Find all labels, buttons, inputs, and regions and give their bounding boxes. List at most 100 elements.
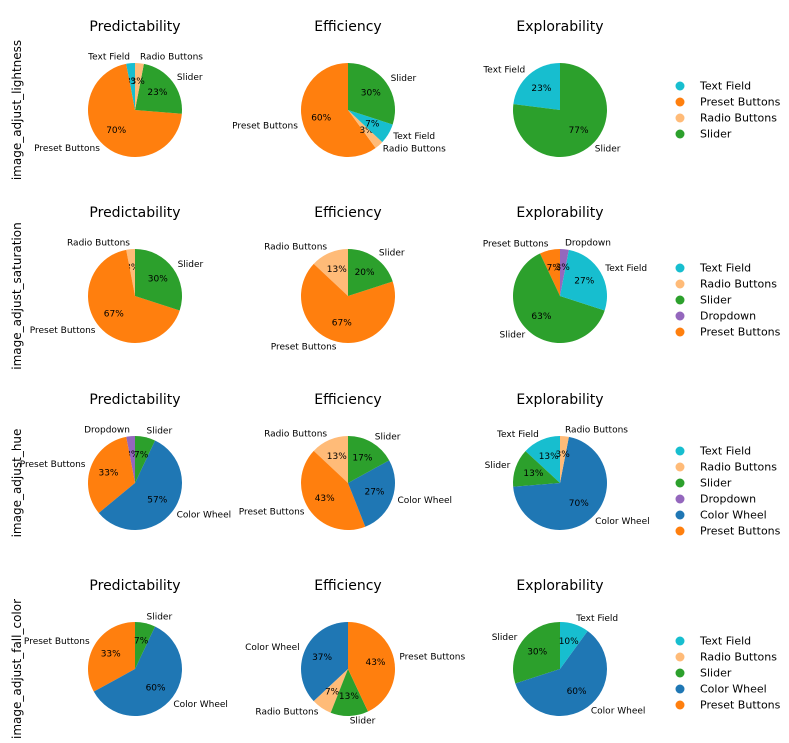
legend-entry-label: Radio Buttons [700,651,777,664]
pie-slice-preset-buttons [88,249,180,343]
pie-slice-preset-buttons [300,63,376,157]
pie-slice-dropdown [126,436,135,483]
legend-entry-label: Text Field [699,635,751,648]
slice-percent-label: 3% [556,263,571,273]
pie-title: Explorability [516,392,603,408]
legend-marker-radio-buttons [675,113,685,123]
pie-slice-slider [135,436,156,483]
slice-percent-label: 3% [125,77,140,87]
pie-predictability: Predictability 3% Dropdown 33% Preset Button… [20,392,231,530]
slice-percent-label: 7% [134,637,149,647]
pie-slice-slider [512,63,607,157]
pie-slice-text-field [560,622,588,669]
slice-category-label: Radio Buttons [383,145,446,155]
pie-title: Predictability [89,19,180,35]
slice-percent-label: 13% [523,469,543,479]
slice-percent-label: 3% [125,263,140,273]
pie-slice-radio-buttons [313,436,348,483]
pie-slice-dropdown [560,249,569,296]
pie-slice-preset-buttons [301,450,366,530]
legend: Text Field Radio Buttons Slider Color Wheel… [675,635,781,712]
legend-entry-label: Preset Buttons [700,699,781,712]
slice-category-label: Slider [595,145,621,155]
legend-entry-label: Radio Buttons [700,461,777,474]
pie-explorability: Explorability 7% Preset Buttons 63% Slider 27… [483,205,647,343]
legend-entry-label: Radio Buttons [700,112,777,125]
row-label: image_adjust_hue [10,429,24,538]
slice-percent-label: 70% [569,499,589,509]
pie-slice-slider [348,436,390,483]
pie-predictability: Predictability 3% Radio Buttons 67% Preset B… [30,205,204,343]
legend-entry-label: Slider [700,477,732,490]
legend-entry-label: Dropdown [700,310,756,323]
pie-slice-slider [135,63,182,114]
legend-entry-label: Slider [700,667,732,680]
legend-entry-label: Radio Buttons [700,278,777,291]
slice-category-label: Radio Buttons [264,430,327,440]
legend-marker-text-field [675,263,685,273]
slice-category-label: Radio Buttons [140,53,203,63]
slice-percent-label: 60% [311,114,331,124]
slice-category-label: Radio Buttons [565,426,628,436]
pie-slice-preset-buttons [348,622,396,712]
pie-title: Efficiency [314,392,381,408]
slice-category-label: Dropdown [84,426,130,436]
pie-slice-color-wheel [515,630,608,717]
pie-title: Efficiency [314,19,381,35]
slice-category-label: Preset Buttons [399,653,465,663]
pie-title: Predictability [89,392,180,408]
row-label: image_adjust_fall_color [10,599,24,739]
pie-title: Explorability [516,578,603,594]
slice-percent-label: 7% [365,119,380,129]
slice-category-label: Color Wheel [595,517,650,527]
slice-category-label: Slider [391,74,417,84]
pie-slice-radio-buttons [313,249,348,296]
pie-slice-preset-buttons [87,63,182,158]
chart-row-image-adjust-lightness: image_adjust_lightness Predictability 3% Te… [10,19,781,180]
slice-percent-label: 60% [567,687,587,697]
legend: Text Field Radio Buttons Slider Dropdown Pre… [675,262,781,339]
pie-slice-preset-buttons [88,436,135,513]
pie-title: Explorability [516,205,603,221]
slice-category-label: Preset Buttons [24,637,90,647]
slice-category-label: Preset Buttons [30,326,96,336]
pie-slice-radio-buttons [560,436,569,483]
legend: Text Field Preset Buttons Radio Buttons Sli… [675,80,781,141]
pie-slice-slider [513,451,560,487]
legend-marker-slider [675,295,685,305]
pie-title: Efficiency [314,578,381,594]
legend-marker-text-field [675,81,685,91]
pie-explorability: Explorability 13% Text Field 13% Slider 70% Co… [485,392,650,531]
slice-percent-label: 3% [359,126,374,136]
slice-category-label: Dropdown [565,239,611,249]
slice-category-label: Color Wheel [398,496,453,506]
pie-efficiency: Efficiency 37% Color Wheel 7% Radio Buttons 1… [245,578,465,727]
slice-percent-label: 57% [147,495,167,505]
pie-efficiency: Efficiency 13% Radio Buttons 67% Preset Butt… [264,205,405,352]
slice-percent-label: 30% [361,88,381,98]
pie-slice-slider [348,249,393,296]
pie-slice-slider [135,622,156,669]
slice-category-label: Text Field [87,53,130,63]
slice-percent-label: 13% [539,452,559,462]
legend-marker-radio-buttons [675,462,685,472]
slice-category-label: Text Field [496,430,539,440]
legend-marker-dropdown [675,494,685,504]
legend-marker-preset-buttons [675,526,685,536]
slice-percent-label: 3% [556,450,571,460]
slice-percent-label: 67% [332,319,352,329]
legend-marker-color-wheel [675,510,685,520]
pie-slice-slider [135,249,182,311]
slice-percent-label: 3% [125,450,140,460]
slice-percent-label: 3% [131,77,146,87]
legend-entry-label: Dropdown [700,493,756,506]
slice-percent-label: 67% [104,310,124,320]
pie-explorability: Explorability 23% Text Field 77% Slider [482,19,621,157]
legend-marker-radio-buttons [675,652,685,662]
slice-category-label: Slider [485,461,511,471]
pie-slice-text-field [525,436,560,483]
slice-percent-label: 7% [547,264,562,274]
slice-percent-label: 70% [106,126,126,136]
pie-slice-preset-buttons [539,249,560,296]
